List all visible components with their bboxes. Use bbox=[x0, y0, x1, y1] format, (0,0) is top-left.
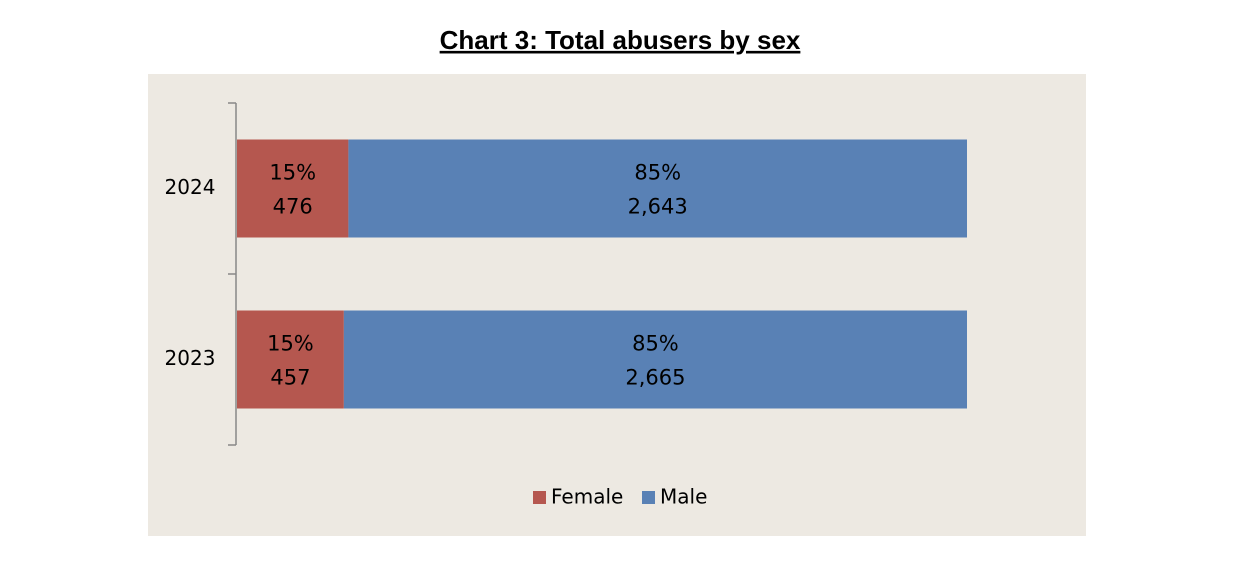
bar bbox=[348, 139, 968, 238]
value-label: 457 bbox=[270, 366, 310, 390]
bar bbox=[237, 139, 349, 238]
legend-label: Female bbox=[551, 485, 623, 509]
value-label: 476 bbox=[273, 195, 313, 219]
value-label: 2,643 bbox=[628, 195, 688, 219]
legend-swatch bbox=[642, 491, 655, 504]
bar bbox=[237, 310, 344, 409]
percent-label: 15% bbox=[267, 332, 314, 356]
percent-label: 85% bbox=[634, 161, 681, 185]
bar bbox=[343, 310, 967, 409]
chart-title: Chart 3: Total abusers by sex bbox=[440, 25, 801, 55]
legend-label: Male bbox=[660, 485, 707, 509]
category-axis bbox=[228, 102, 237, 446]
percent-label: 15% bbox=[269, 161, 316, 185]
legend-swatch bbox=[533, 491, 546, 504]
value-label: 2,665 bbox=[625, 366, 685, 390]
percent-label: 85% bbox=[632, 332, 679, 356]
y-tick-label: 2023 bbox=[165, 346, 216, 370]
y-tick-label: 2024 bbox=[165, 175, 216, 199]
